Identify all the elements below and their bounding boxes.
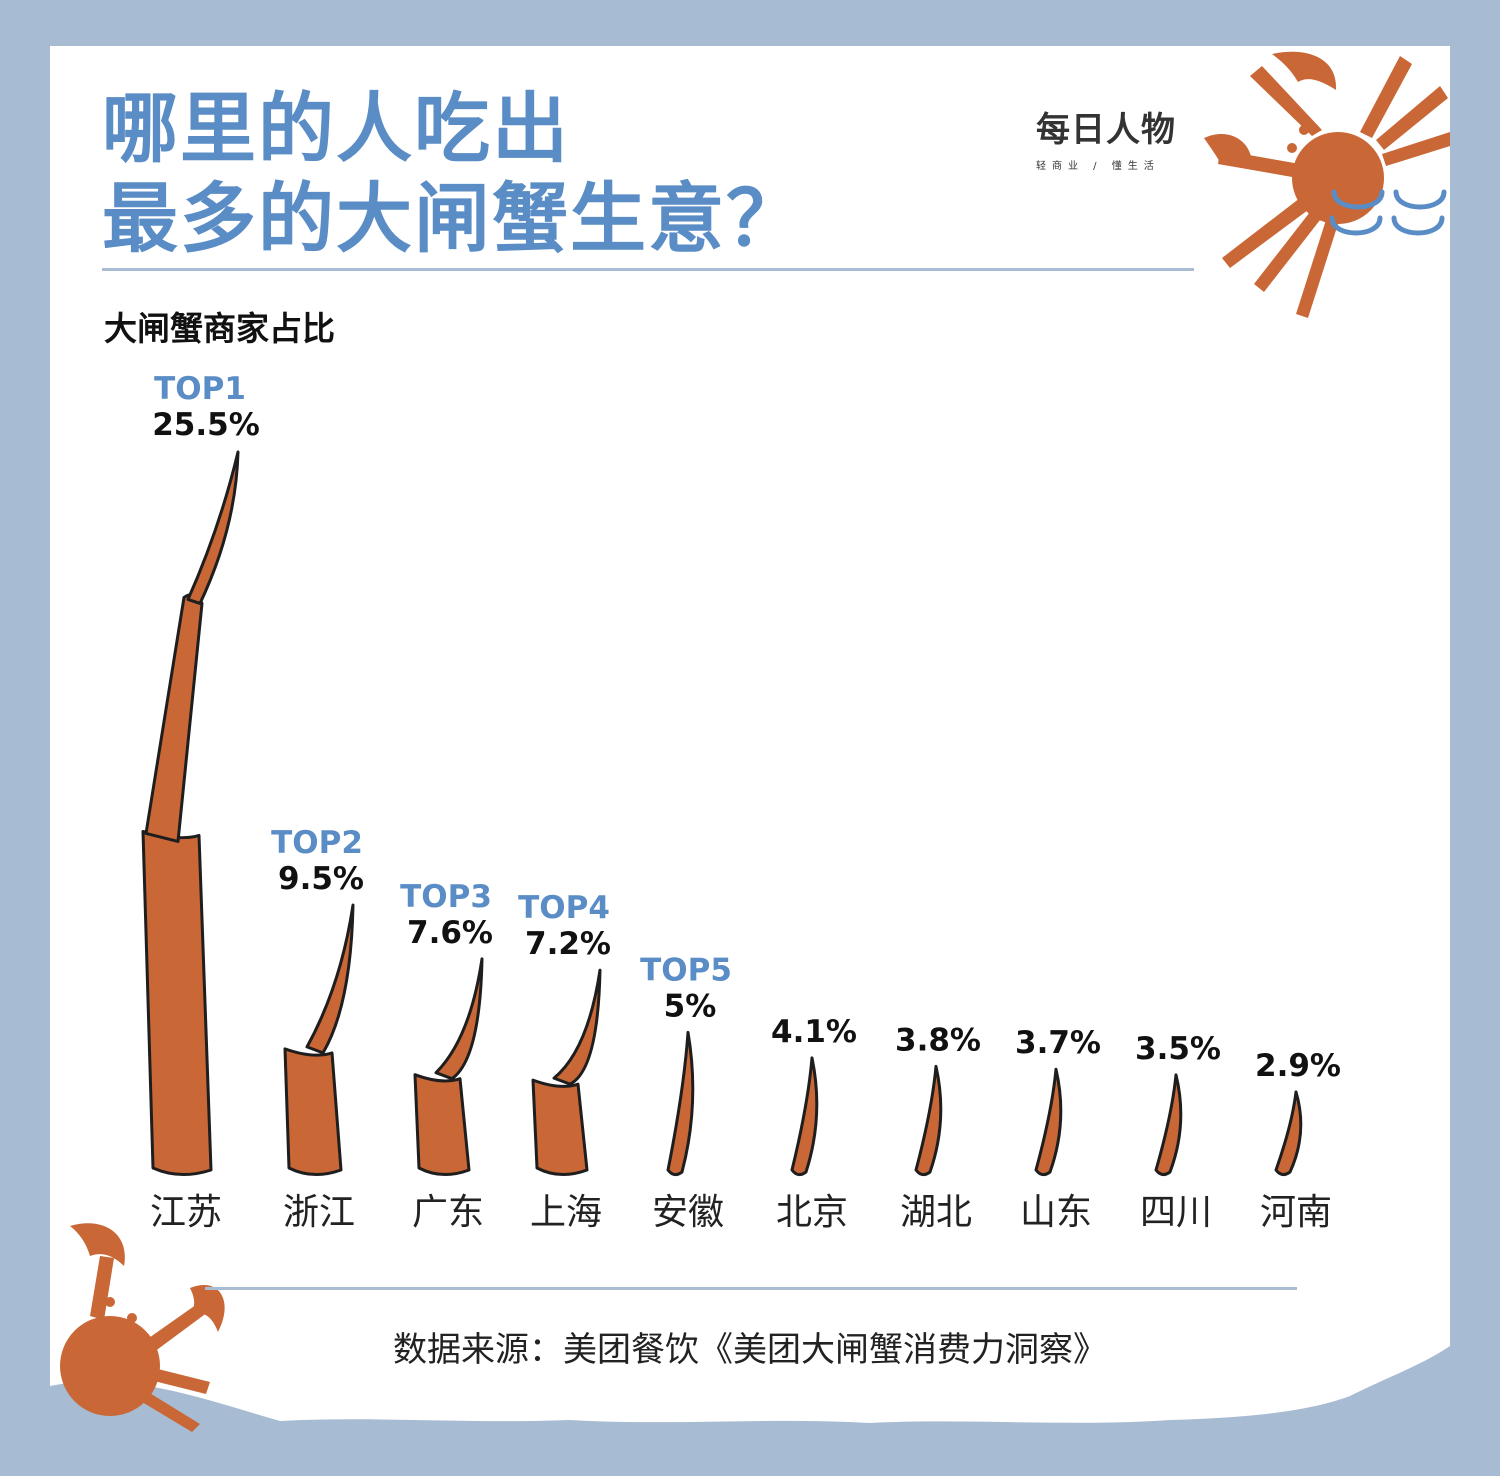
value-label: 7.2%: [525, 926, 611, 962]
claw-tip: [186, 450, 240, 605]
category-label: 北京: [776, 1192, 848, 1233]
crab-icon: [1204, 51, 1450, 318]
crab-icon: [60, 1223, 225, 1432]
claw-tip: [552, 968, 602, 1086]
category-label: 四川: [1140, 1192, 1212, 1233]
category-label: 广东: [412, 1192, 484, 1233]
value-label: 5%: [664, 988, 717, 1024]
value-label: 2.9%: [1255, 1048, 1341, 1084]
chart-bar: [283, 903, 355, 1176]
rank-label: TOP4: [518, 890, 610, 926]
category-label: 河南: [1260, 1192, 1332, 1233]
category-label: 安徽: [652, 1192, 724, 1233]
claw-tip: [305, 903, 355, 1055]
claw-base-segment: [413, 1073, 471, 1176]
chart-bar: [1034, 1067, 1063, 1177]
chart-bar: [1274, 1090, 1303, 1177]
chart-bar: [141, 450, 240, 1176]
brand-tagline: 轻商业 / 懂生活: [1036, 161, 1160, 172]
category-label: 江苏: [150, 1192, 222, 1233]
category-label: 山东: [1020, 1192, 1092, 1233]
claw-base-segment: [283, 1047, 343, 1176]
value-label: 7.6%: [407, 915, 493, 951]
value-label: 9.5%: [278, 861, 364, 897]
chart-bar: [666, 1030, 695, 1177]
category-label: 浙江: [283, 1192, 355, 1233]
claw-bar-chart: 25.5%TOP1 江苏 9.5%TOP2 浙江 7.6%TOP3 广东 7.2%TOP4 上…: [141, 371, 1341, 1233]
chart-bar: [413, 957, 484, 1176]
value-label: 4.1%: [771, 1014, 857, 1050]
claw-horn: [914, 1064, 943, 1177]
title-line-1: 哪里的人吃出: [102, 84, 570, 173]
chart-bar: [790, 1056, 819, 1177]
chart-bar: [531, 968, 602, 1176]
page-title: 哪里的人吃出 最多的大闸蟹生意？: [102, 84, 804, 264]
claw-horn: [1274, 1090, 1303, 1177]
claw-horn: [1034, 1067, 1063, 1177]
infographic-card: 哪里的人吃出 最多的大闸蟹生意？ 每日人物 轻商业 / 懂生活: [50, 46, 1450, 1432]
value-label: 3.5%: [1135, 1031, 1221, 1067]
rank-label: TOP5: [640, 952, 732, 988]
claw-middle-segment: [144, 593, 204, 843]
brand-logo: 每日人物 轻商业 / 懂生活: [1036, 102, 1186, 172]
title-line-2: 最多的大闸蟹生意？: [102, 174, 804, 263]
category-label: 上海: [530, 1192, 602, 1233]
chart-bar: [1154, 1073, 1183, 1177]
claw-horn: [1154, 1073, 1183, 1177]
brand-name: 每日人物: [1036, 110, 1176, 150]
claw-base-segment: [141, 829, 213, 1176]
data-source: 数据来源：美团餐饮《美团大闸蟹消费力洞察》: [393, 1330, 1107, 1370]
category-label: 湖北: [900, 1192, 972, 1233]
claw-horn: [666, 1030, 695, 1177]
rank-label: TOP3: [400, 879, 492, 915]
rank-label: TOP1: [154, 371, 246, 407]
chart-bar: [914, 1064, 943, 1177]
source-divider: [205, 1287, 1297, 1290]
claw-base-segment: [531, 1078, 589, 1176]
value-label: 3.7%: [1015, 1025, 1101, 1061]
value-label: 3.8%: [895, 1022, 981, 1058]
title-divider: [102, 268, 1194, 271]
claw-horn: [790, 1056, 819, 1177]
chart-title: 大闸蟹商家占比: [104, 309, 335, 348]
claw-tip: [434, 957, 484, 1081]
rank-label: TOP2: [271, 825, 363, 861]
value-label: 25.5%: [152, 407, 260, 443]
